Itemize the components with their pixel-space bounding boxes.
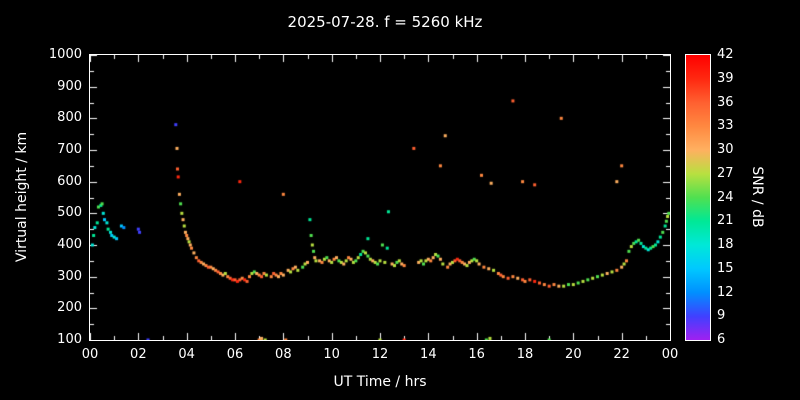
colorbar-tick-label: 15 (717, 260, 734, 276)
x-tick-label: 02 (130, 347, 147, 362)
y-axis-label: Virtual height / km (14, 131, 30, 263)
scatter-canvas (90, 55, 670, 340)
x-tick-label: 00 (81, 347, 99, 362)
colorbar (685, 54, 711, 341)
y-tick-label: 300 (57, 268, 82, 284)
x-tick-label: 08 (275, 347, 292, 362)
colorbar-tick-label: 24 (717, 189, 734, 205)
colorbar-tick-label: 9 (717, 308, 726, 324)
y-tick-label: 900 (57, 78, 82, 94)
y-tick-label: 1000 (48, 47, 82, 62)
colorbar-tick-label: 12 (717, 284, 734, 300)
y-tick-label: 200 (57, 300, 82, 316)
x-tick-label: 00 (661, 347, 679, 362)
colorbar-tick-label: 6 (717, 332, 726, 347)
chart-title: 2025-07-28. f = 5260 kHz (287, 13, 483, 31)
x-tick-label: 16 (468, 347, 485, 362)
y-tick-label: 800 (57, 110, 82, 126)
y-tick-label: 600 (57, 173, 82, 189)
x-tick-label: 12 (371, 347, 389, 362)
x-tick-label: 14 (420, 347, 437, 362)
colorbar-tick-label: 42 (717, 47, 734, 62)
x-tick-label: 04 (178, 347, 195, 362)
colorbar-label: SNR / dB (749, 166, 765, 228)
colorbar-tick-label: 30 (717, 142, 734, 157)
y-tick-label: 100 (57, 332, 82, 347)
plot-area (89, 54, 671, 341)
x-tick-label: 18 (516, 347, 534, 362)
colorbar-tick-label: 21 (717, 213, 734, 229)
x-tick-label: 22 (613, 347, 630, 362)
colorbar-tick-label: 33 (717, 118, 734, 134)
x-tick-label: 20 (565, 347, 582, 362)
x-tick-label: 10 (323, 347, 340, 362)
colorbar-tick-label: 27 (717, 165, 734, 181)
colorbar-tick-label: 36 (717, 94, 734, 110)
y-tick-label: 500 (57, 205, 82, 221)
y-tick-label: 400 (57, 237, 82, 252)
x-axis-label: UT Time / hrs (333, 374, 427, 390)
x-tick-label: 06 (226, 347, 244, 362)
colorbar-tick-label: 18 (717, 237, 734, 252)
colorbar-tick-label: 39 (717, 70, 734, 86)
y-tick-label: 700 (57, 142, 82, 157)
